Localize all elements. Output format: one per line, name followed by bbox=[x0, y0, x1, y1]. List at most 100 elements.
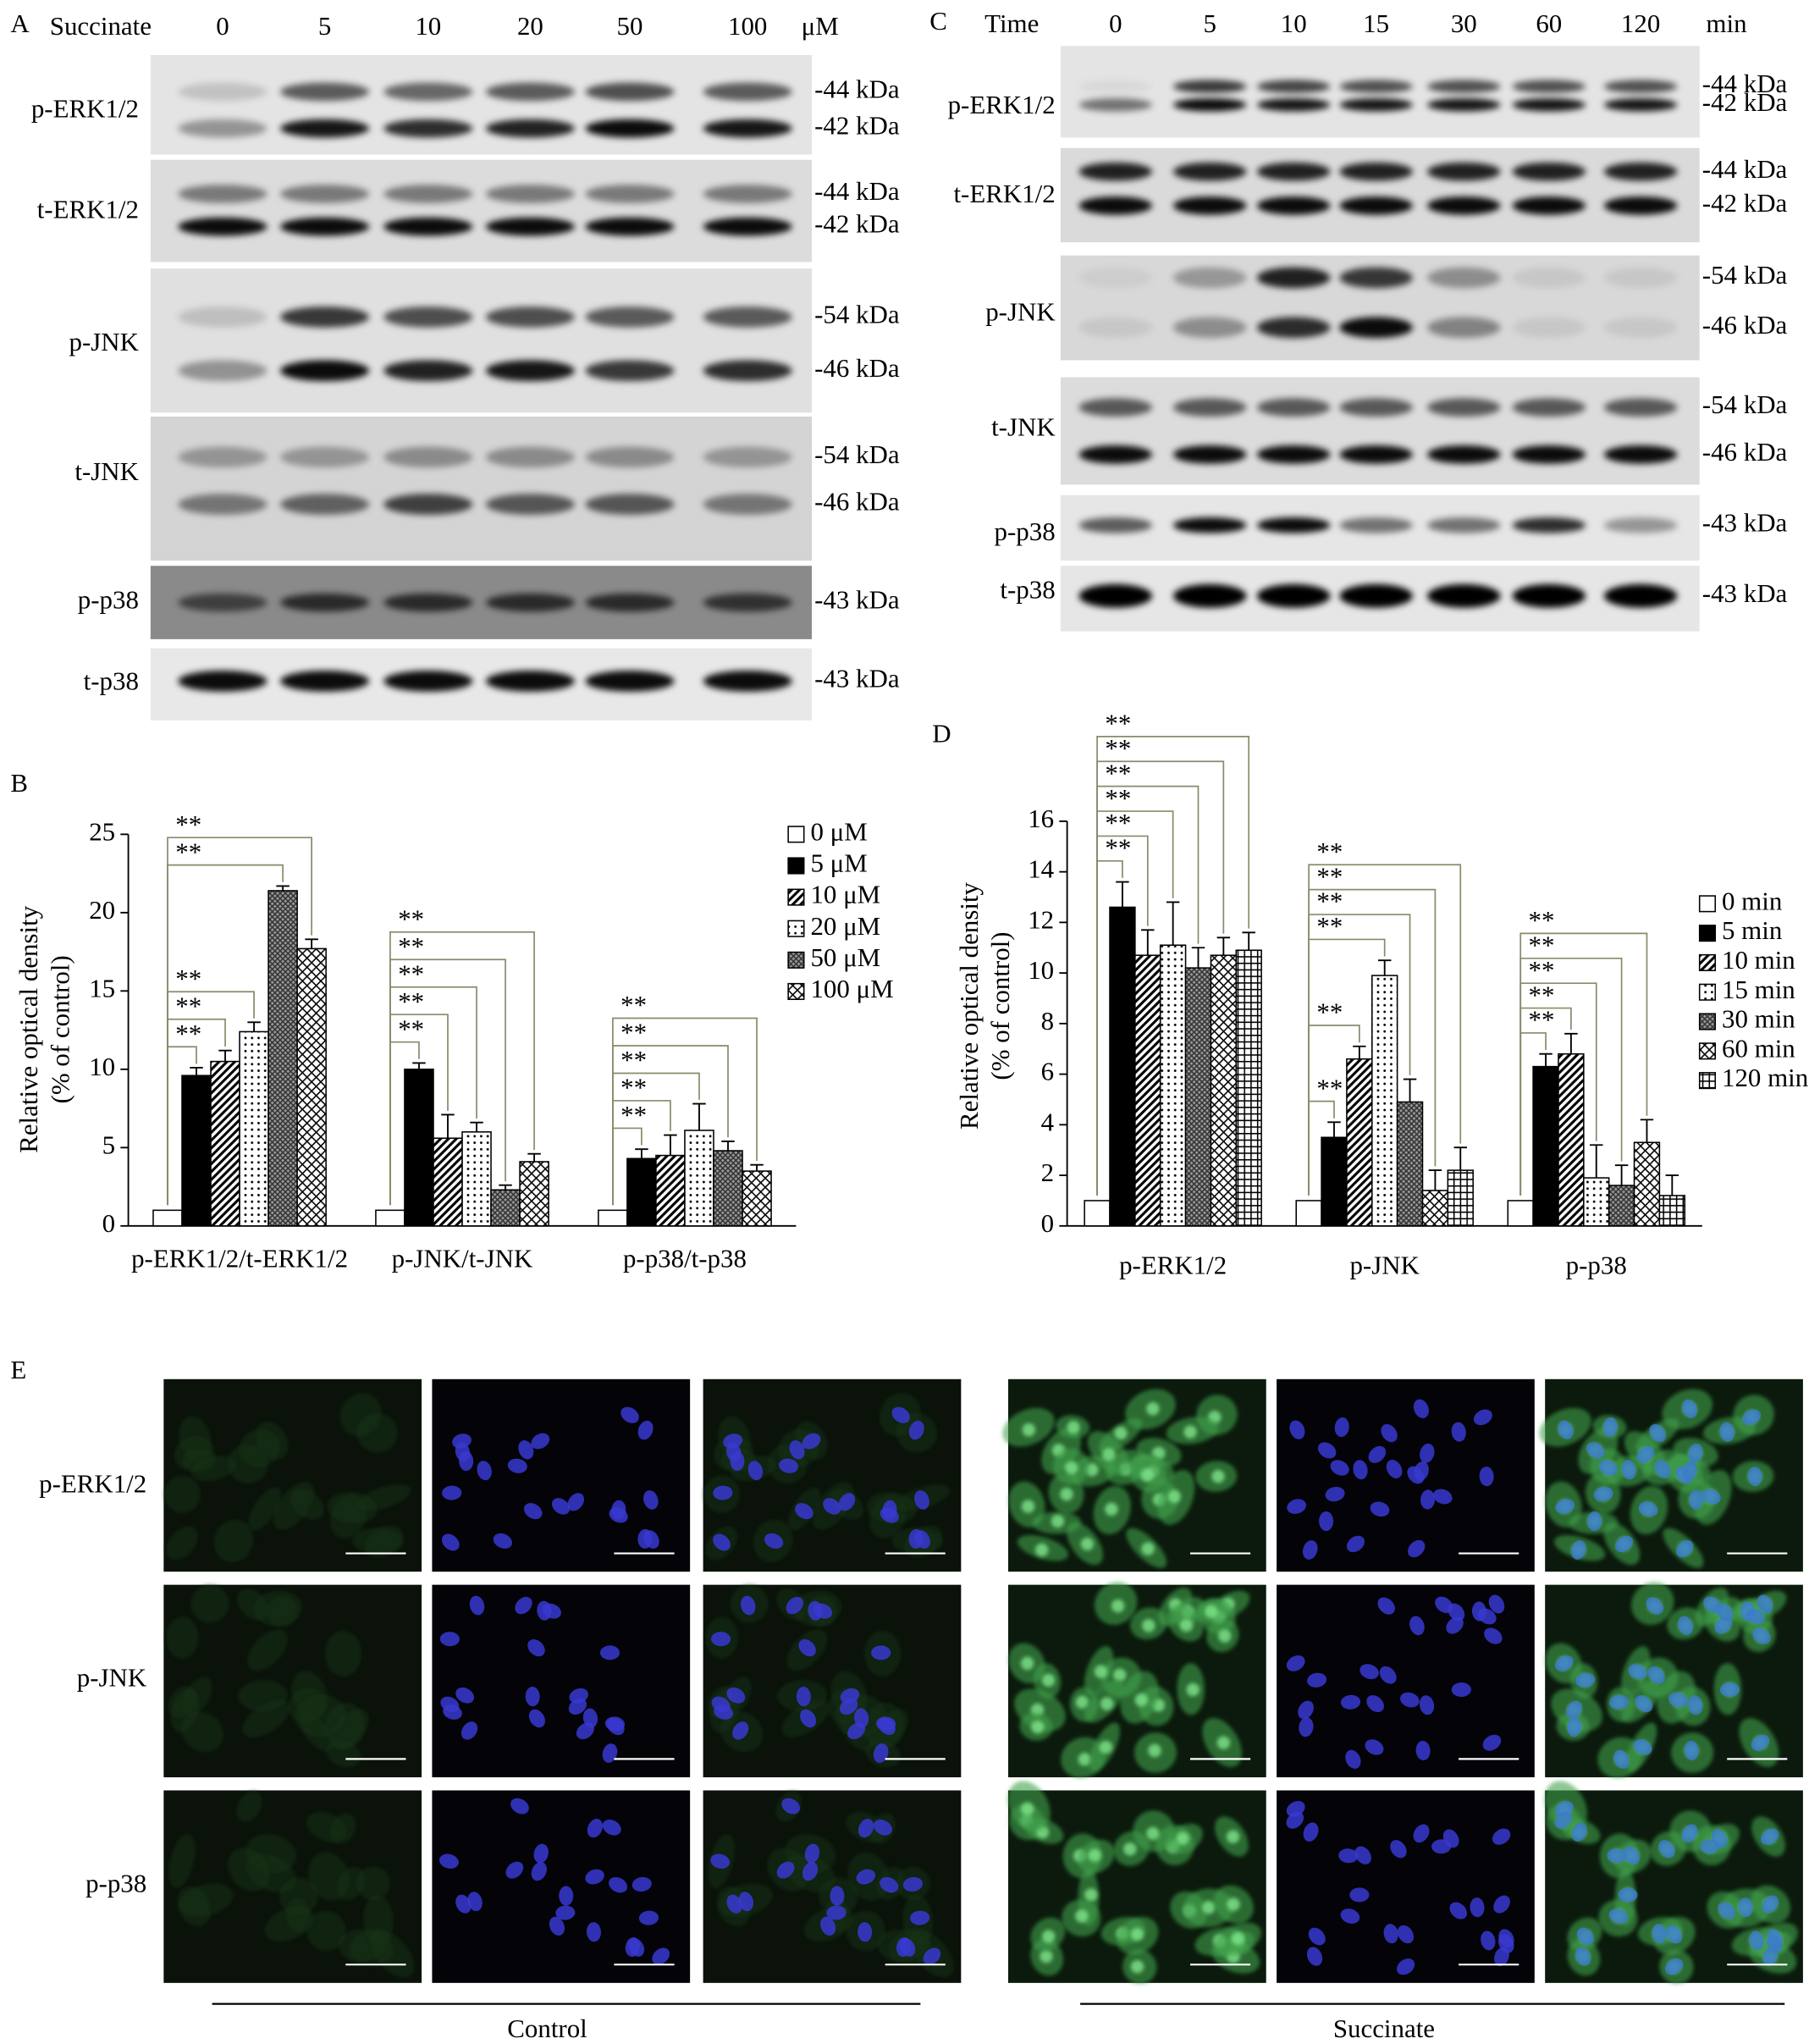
panel-letter: B bbox=[10, 768, 28, 798]
cell bbox=[190, 1456, 237, 1482]
bar bbox=[210, 1060, 240, 1227]
y-tick-label: 0 bbox=[102, 1208, 115, 1238]
fluorescence-image bbox=[703, 1790, 962, 1983]
nucleus bbox=[1482, 1734, 1502, 1751]
cell bbox=[163, 1475, 201, 1513]
fluorescence-image bbox=[1277, 1790, 1535, 1983]
nucleus bbox=[1366, 1695, 1385, 1713]
nucleus bbox=[531, 1862, 547, 1881]
cell-body bbox=[1022, 1423, 1036, 1437]
bar bbox=[519, 1161, 549, 1227]
nucleus bbox=[1602, 1417, 1618, 1438]
blot-band bbox=[178, 185, 267, 203]
x-tick-label: p-ERK1/2/t-ERK1/2 bbox=[131, 1244, 348, 1273]
significance-label: ** bbox=[620, 990, 647, 1019]
nucleus bbox=[1607, 1848, 1627, 1864]
cell-body bbox=[1111, 1599, 1125, 1613]
nucleus bbox=[914, 1490, 929, 1510]
nucleus bbox=[609, 1876, 628, 1893]
blot-band bbox=[178, 593, 267, 612]
significance-bracket bbox=[1308, 864, 1462, 1196]
blot-band bbox=[1078, 445, 1153, 464]
error-bar bbox=[470, 1121, 483, 1132]
kda-label: -54 kDa bbox=[1702, 260, 1788, 290]
blot-band bbox=[1078, 162, 1153, 181]
blot-band bbox=[1172, 267, 1247, 289]
blot-band bbox=[1603, 317, 1678, 339]
cell-body bbox=[1021, 1500, 1035, 1513]
blot-band bbox=[1172, 317, 1247, 339]
blot-band bbox=[585, 307, 675, 328]
blot-band bbox=[1603, 398, 1678, 417]
nucleus bbox=[1381, 1423, 1398, 1443]
cell-body bbox=[1102, 1448, 1116, 1461]
group-label: Succinate bbox=[1333, 2014, 1435, 2043]
legend-label: 0 μM bbox=[810, 816, 867, 846]
nucleus bbox=[507, 1458, 527, 1473]
significance-label: ** bbox=[1316, 997, 1343, 1027]
cell bbox=[166, 1526, 198, 1561]
fluorescence-image bbox=[163, 1584, 422, 1778]
nucleus bbox=[1289, 1420, 1305, 1439]
blot-band bbox=[1512, 98, 1586, 112]
error-bar bbox=[1141, 929, 1155, 956]
legend-swatch bbox=[1698, 1013, 1717, 1030]
significance-bracket bbox=[167, 837, 312, 1206]
nucleus bbox=[1383, 1924, 1398, 1944]
nucleus bbox=[527, 1639, 545, 1657]
nucleus bbox=[1678, 1616, 1693, 1636]
nucleus bbox=[1377, 1597, 1395, 1615]
nucleus bbox=[1408, 1539, 1426, 1558]
blot-band bbox=[1426, 98, 1501, 112]
blot-band bbox=[383, 82, 473, 102]
lane-label: 5 bbox=[1203, 8, 1216, 38]
nucleus bbox=[874, 1819, 892, 1836]
error-bar bbox=[1590, 1144, 1603, 1179]
nucleus bbox=[1334, 1417, 1349, 1438]
nucleus bbox=[1330, 1460, 1349, 1476]
blot-band bbox=[703, 185, 792, 203]
blot-band bbox=[585, 119, 675, 138]
legend-label: 5 μM bbox=[810, 848, 867, 878]
cell bbox=[239, 1428, 280, 1467]
nucleus bbox=[1749, 1931, 1764, 1951]
nucleus bbox=[1353, 1460, 1368, 1480]
error-bar bbox=[692, 1102, 706, 1130]
nucleus bbox=[1303, 1822, 1319, 1842]
significance-label: ** bbox=[1528, 905, 1554, 935]
lane-label: 30 bbox=[1451, 8, 1477, 38]
significance-label: ** bbox=[620, 1100, 647, 1130]
y-tick-label: 16 bbox=[1028, 804, 1054, 833]
panel-letter: D bbox=[932, 718, 951, 748]
cell-body bbox=[1105, 1502, 1118, 1516]
significance-label: ** bbox=[175, 964, 201, 993]
nucleus bbox=[439, 1853, 459, 1869]
nucleus bbox=[1618, 1887, 1638, 1903]
blot-band bbox=[585, 360, 675, 382]
nucleus bbox=[1741, 1409, 1761, 1426]
nucleus bbox=[798, 1639, 816, 1657]
nucleus bbox=[1676, 1539, 1694, 1558]
group-label: Control bbox=[507, 2014, 587, 2043]
cell bbox=[352, 1527, 404, 1555]
nucleus bbox=[1628, 1664, 1647, 1680]
lane-label: 100 bbox=[728, 11, 767, 41]
bar bbox=[1109, 906, 1136, 1227]
blot-band bbox=[1512, 445, 1586, 464]
panel-letter: C bbox=[929, 6, 947, 36]
blot-band bbox=[485, 494, 576, 515]
blot-strip bbox=[1060, 147, 1700, 243]
nucleus bbox=[1286, 1655, 1305, 1671]
x-tick-label: p-ERK1/2 bbox=[1119, 1250, 1227, 1279]
lane-label: 20 bbox=[517, 11, 543, 41]
y-axis-label: Relative optical density bbox=[14, 905, 43, 1153]
cell-body bbox=[1226, 1830, 1240, 1843]
blot-band bbox=[1512, 517, 1586, 533]
nucleus bbox=[732, 1721, 749, 1740]
nucleus bbox=[823, 1498, 841, 1515]
bar bbox=[490, 1189, 521, 1227]
significance-label: ** bbox=[175, 809, 201, 839]
bar bbox=[1447, 1169, 1474, 1227]
bar bbox=[1134, 954, 1161, 1227]
blot-band bbox=[383, 494, 473, 515]
